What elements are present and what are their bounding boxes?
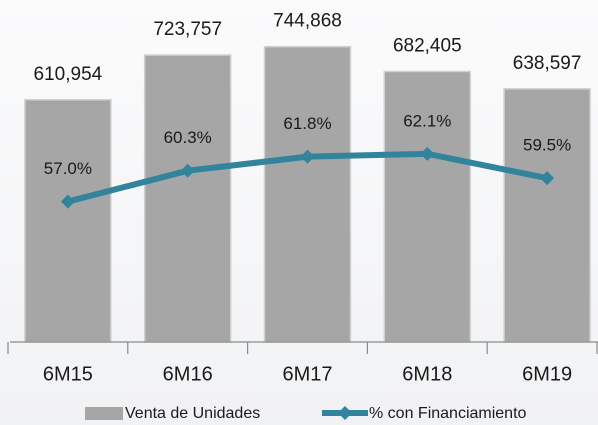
line-value-label: 62.1% — [403, 111, 451, 130]
line-marker — [300, 149, 315, 164]
bar — [24, 99, 112, 343]
line-marker — [420, 146, 435, 161]
line-value-label: 60.3% — [164, 128, 212, 147]
bar-value-label: 723,757 — [153, 19, 222, 40]
bar-value-label: 682,405 — [393, 35, 462, 56]
bar-value-label: 610,954 — [34, 64, 103, 85]
bar-value-label: 744,868 — [273, 11, 342, 32]
line-marker — [180, 163, 195, 178]
line-value-label: 59.5% — [523, 136, 571, 155]
x-tick-label: 6M16 — [163, 363, 213, 385]
bar — [263, 45, 352, 343]
bar — [143, 54, 232, 343]
legend-swatch — [85, 407, 123, 420]
x-tick-label: 6M15 — [43, 363, 93, 385]
x-tick-label: 6M18 — [402, 363, 452, 385]
line-value-label: 61.8% — [283, 114, 331, 133]
bar — [503, 88, 591, 343]
legend-label: Venta de Unidades — [125, 405, 260, 422]
legend-marker — [338, 406, 352, 420]
x-tick-label: 6M17 — [282, 363, 332, 385]
line-marker — [60, 194, 75, 209]
legend-label: % con Financiamiento — [369, 405, 527, 422]
bar-value-label: 638,597 — [513, 53, 582, 74]
line-value-label: 57.0% — [44, 159, 92, 178]
line-marker — [540, 171, 555, 186]
bar — [383, 70, 472, 343]
x-tick-label: 6M19 — [522, 363, 572, 385]
